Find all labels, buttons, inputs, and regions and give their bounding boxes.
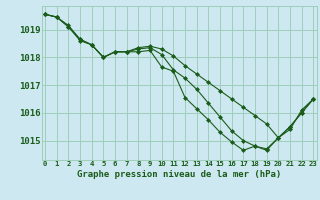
X-axis label: Graphe pression niveau de la mer (hPa): Graphe pression niveau de la mer (hPa) [77,170,281,179]
